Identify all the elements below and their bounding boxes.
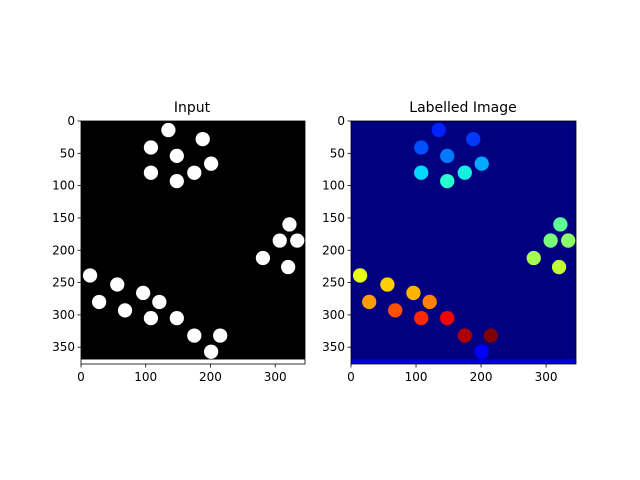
input-blob-16 bbox=[92, 294, 107, 310]
axes-frame bbox=[80, 120, 306, 365]
labelled-blob-11 bbox=[526, 250, 541, 266]
y-tick-label-100: 100 bbox=[322, 179, 345, 193]
labelled-blob-3 bbox=[440, 148, 455, 164]
input-blob-6 bbox=[187, 165, 202, 180]
y-tick-label-150: 150 bbox=[52, 211, 75, 225]
y-tick-label-200: 200 bbox=[322, 243, 345, 257]
input-blob-3 bbox=[169, 148, 184, 164]
labelled-blob-19 bbox=[414, 310, 429, 326]
x-tick-label-100: 100 bbox=[134, 370, 157, 384]
axes-frame bbox=[350, 120, 577, 365]
image-background bbox=[351, 121, 576, 364]
labelled-blob-12 bbox=[551, 259, 567, 275]
y-tick-label-200: 200 bbox=[52, 243, 75, 257]
input-blob-20 bbox=[169, 310, 184, 326]
bottom-strip bbox=[351, 359, 576, 364]
input-blob-11 bbox=[255, 250, 271, 266]
y-tick-label-50: 50 bbox=[60, 146, 75, 160]
input-blob-17 bbox=[152, 294, 167, 310]
input-blob-10 bbox=[290, 233, 305, 248]
labelled-blob-15 bbox=[406, 285, 421, 301]
labelled-blob-4 bbox=[474, 156, 489, 171]
labelled-blob-7 bbox=[440, 173, 455, 189]
input-panel: Input 0 100 200 300 0 50 100 150 200 250 300 350 bbox=[52, 100, 306, 384]
labelled-blob-16 bbox=[362, 294, 377, 310]
input-blob-8 bbox=[282, 217, 297, 232]
y-tick-label-50: 50 bbox=[330, 146, 345, 160]
y-tick-label-300: 300 bbox=[322, 308, 345, 322]
x-tick-label-0: 0 bbox=[347, 370, 355, 384]
input-blob-2 bbox=[143, 140, 159, 155]
input-blob-14 bbox=[110, 277, 125, 292]
input-blob-12 bbox=[281, 259, 296, 275]
x-tick-label-200: 200 bbox=[470, 370, 493, 384]
input-blob-9 bbox=[272, 233, 287, 248]
labelled-blob-1 bbox=[466, 131, 481, 147]
labelled-axes: 0 100 200 300 0 50 100 150 200 250 300 350 bbox=[322, 114, 577, 384]
input-blob-7 bbox=[169, 173, 184, 189]
y-tick-label-350: 350 bbox=[322, 340, 345, 354]
y-tick-label-0: 0 bbox=[337, 114, 345, 128]
input-blob-1 bbox=[195, 131, 210, 147]
y-tick-label-0: 0 bbox=[67, 114, 75, 128]
labelled-blob-6 bbox=[457, 165, 472, 180]
y-tick-label-100: 100 bbox=[52, 179, 75, 193]
input-blob-21 bbox=[187, 328, 202, 343]
labelled-blob-14 bbox=[380, 277, 395, 292]
labelled-blob-9 bbox=[543, 233, 558, 248]
input-axes: 0 100 200 300 0 50 100 150 200 250 300 350 bbox=[52, 114, 306, 384]
labelled-blob-2 bbox=[414, 140, 429, 155]
labelled-title: Labelled Image bbox=[409, 100, 516, 116]
x-tick-label-200: 200 bbox=[199, 370, 222, 384]
x-tick-label-100: 100 bbox=[405, 370, 428, 384]
input-blob-15 bbox=[136, 285, 151, 301]
input-blob-22 bbox=[213, 328, 228, 343]
input-blob-5 bbox=[143, 165, 159, 180]
x-tick-label-300: 300 bbox=[535, 370, 558, 384]
labelled-blob-21 bbox=[457, 328, 472, 343]
x-tick-label-300: 300 bbox=[264, 370, 287, 384]
labelled-blob-22 bbox=[483, 328, 498, 343]
y-tick-label-350: 350 bbox=[52, 340, 75, 354]
input-blob-18 bbox=[117, 303, 133, 318]
labelled-blob-13 bbox=[352, 268, 368, 283]
bottom-strip bbox=[81, 359, 305, 364]
input-title: Input bbox=[174, 100, 211, 116]
labelled-blob-10 bbox=[561, 233, 576, 248]
image-background bbox=[81, 121, 305, 364]
input-blob-23 bbox=[204, 344, 219, 359]
input-blob-4 bbox=[204, 156, 219, 171]
labelled-blob-23 bbox=[474, 344, 489, 359]
labelled-blob-8 bbox=[553, 217, 568, 232]
labelled-blob-17 bbox=[422, 294, 437, 310]
labelled-plot-area bbox=[351, 121, 576, 364]
y-tick-label-150: 150 bbox=[322, 211, 345, 225]
y-tick-label-300: 300 bbox=[52, 308, 75, 322]
labelled-blob-18 bbox=[388, 303, 403, 318]
labelled-blob-5 bbox=[414, 165, 429, 180]
input-blob-13 bbox=[82, 268, 98, 283]
input-blob-0 bbox=[161, 122, 176, 138]
labelled-panel: Labelled Image 0 100 200 300 0 50 100 150 200 250… bbox=[322, 100, 577, 384]
input-plot-area bbox=[81, 121, 305, 364]
labelled-blob-20 bbox=[440, 310, 455, 326]
x-tick-label-0: 0 bbox=[77, 370, 85, 384]
y-tick-label-250: 250 bbox=[322, 276, 345, 290]
labelled-blob-0 bbox=[431, 122, 446, 138]
input-blob-19 bbox=[143, 310, 159, 326]
y-tick-label-250: 250 bbox=[52, 276, 75, 290]
